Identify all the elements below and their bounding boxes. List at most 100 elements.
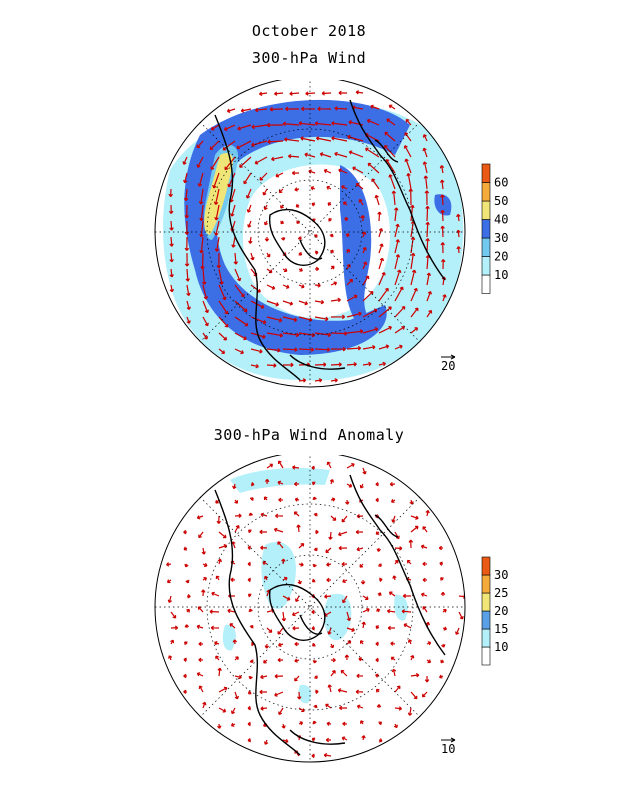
wind-map: 10 20 30 40 50 60 20 [154,80,508,388]
wind-arrow [326,577,331,583]
wind-arrow [386,608,396,614]
wind-arrow [394,207,399,222]
wind-arrow [362,608,370,613]
wind-arrow [278,707,284,716]
wind-arrow [330,346,346,352]
wind-arrow [394,546,403,551]
wind-arrow [168,655,173,661]
wind-arrow [326,185,332,190]
wind-arrow [266,316,283,323]
wind-arrow [211,591,220,597]
wind-arrow [404,132,412,142]
wind-arrow [356,514,364,519]
wind-arrow [314,266,320,272]
date-title: October 2018 [251,22,367,40]
coastlines [214,99,446,381]
wind-arrow [325,703,332,709]
wind-arrow [202,316,209,327]
wind-arrow [186,284,191,297]
wind-arrow [324,594,332,599]
wind-arrow [247,561,251,567]
wind-arrow [289,91,300,96]
wind-arrow [378,344,390,350]
wind-arrow [341,561,348,567]
wind-arrow [234,674,242,680]
wind-arrow [312,642,316,647]
wind-arrow [298,332,316,338]
wind-arrow [366,118,380,126]
colorbar-anomaly-swatch [481,610,491,630]
wind-arrow [311,202,316,207]
colorbar-label: 20 [494,250,508,264]
colorbar-anomaly-swatch [481,646,491,666]
colorbar-anomaly-label: 30 [494,568,508,582]
wind-arrow [360,215,365,222]
colorbar-swatch [481,200,491,220]
wind-arrow [410,252,416,270]
wind-arrow [198,657,204,663]
coastlines-anomaly [214,474,446,756]
wind-arrow [267,139,284,145]
wind-arrow [186,608,190,613]
wind-arrow [259,529,268,535]
wind-arrow [422,561,428,567]
anomaly-vectors [166,460,465,759]
wind-arrow [251,140,268,147]
wind-arrow [442,294,447,302]
wind-arrow [359,483,364,489]
wind-arrow [168,188,173,198]
wind-arrow [274,691,284,697]
wind-arrow [294,481,299,487]
wind-arrow [292,465,300,470]
wind-arrow [330,643,335,649]
wind-arrow [277,460,284,469]
wind-arrow [292,626,300,631]
wind-arrow [294,658,300,663]
wind-arrow [442,626,448,631]
wind-arrow [218,707,227,713]
wind-arrow [183,673,187,679]
wind-arrow [170,639,175,645]
wind-arrow [378,325,392,334]
wind-arrow [232,483,237,490]
wind-arrow [275,513,284,519]
wind-arrow [362,361,372,367]
wind-arrow [294,641,300,647]
wind-arrow [297,579,302,585]
wind-arrow [230,204,236,217]
wind-arrow [282,268,288,273]
wind-arrow [196,624,204,629]
wind-arrow [348,150,364,158]
wind-arrow [215,655,220,661]
wind-arrow [250,252,255,261]
wind-arrow [282,576,288,581]
wind-arrow [389,482,396,487]
wind-arrow [214,220,220,236]
wind-arrow [394,559,399,565]
wind-arrow [404,158,412,174]
colorbar-anomaly-swatch [481,628,491,648]
wind-arrow [378,271,386,286]
colorbar-swatch [481,256,491,276]
wind-arrow [202,562,208,567]
wind-arrow [249,497,254,501]
colorbar-anomaly-swatch [481,556,491,576]
wind-arrow [201,547,206,555]
wind-arrow [378,721,383,726]
wind-arrow [210,625,220,631]
wind-arrow [264,643,270,649]
wind-arrow [327,627,332,635]
wind-arrow [186,316,191,324]
wind-arrow [346,329,364,334]
wind-arrow [313,704,318,709]
wind-arrow [311,625,316,631]
wind-arrow [260,674,268,680]
wind-arrow [277,480,284,485]
wind-arrow [305,91,316,96]
wind-arrow [426,290,432,302]
wind-arrow [330,297,341,303]
wind-arrow [298,121,316,126]
wind-arrow [259,689,267,695]
wind-arrow [377,211,382,222]
wind-arrow [358,198,364,206]
